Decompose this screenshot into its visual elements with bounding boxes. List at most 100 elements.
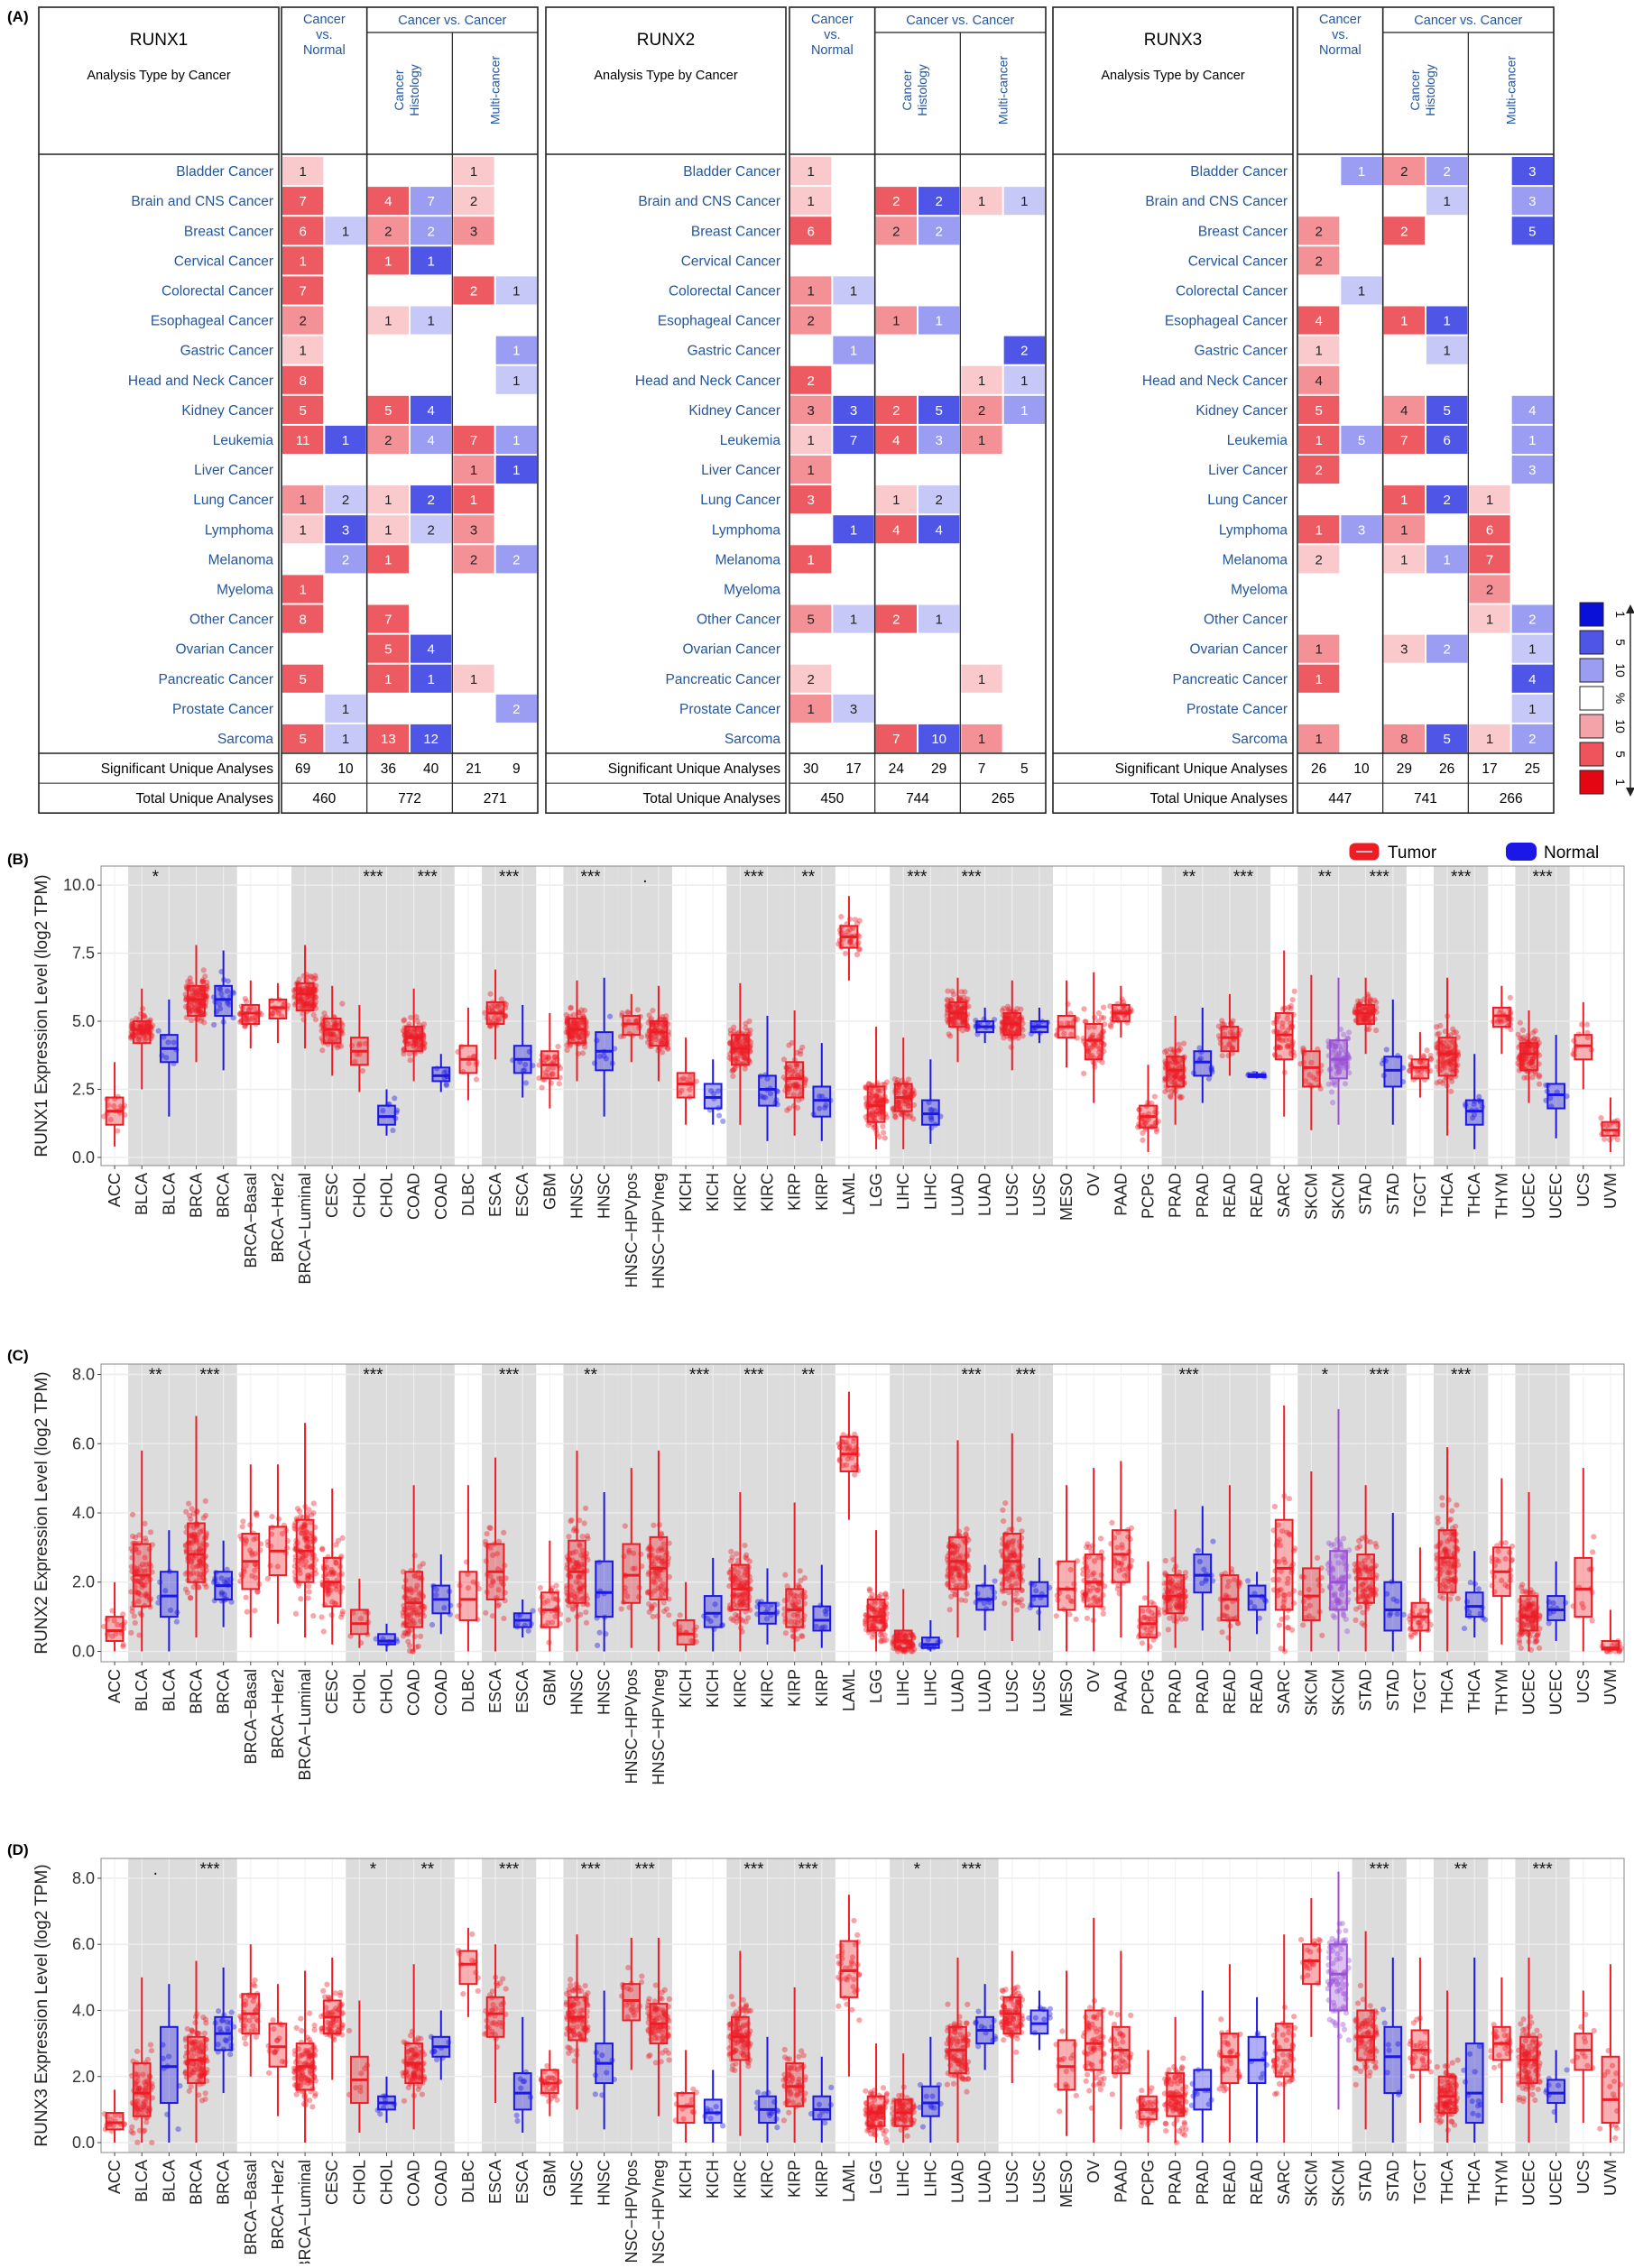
- colorbar-tick: 10: [1613, 663, 1628, 678]
- heat-cell-count: 7: [850, 433, 857, 448]
- x-tick-label: STAD: [1384, 1173, 1402, 1215]
- data-point: [880, 1124, 885, 1129]
- heat-cell-count: 1: [1315, 344, 1322, 359]
- cancer-type-label: Colorectal Cancer: [669, 283, 780, 299]
- x-tick-label: BRCA−Her2: [269, 1669, 287, 1759]
- colorbar-tick: 1: [1613, 611, 1628, 618]
- header-cancer-vs-cancer: Cancer vs. Cancer: [906, 14, 1014, 28]
- cancer-type-label: Lung Cancer: [1207, 493, 1288, 508]
- colorbar-tick: 10: [1613, 719, 1628, 733]
- data-point: [420, 1561, 426, 1566]
- heat-cell-count: 2: [470, 552, 477, 567]
- significance-marker: ***: [499, 868, 520, 887]
- x-tick-label: PCPG: [1140, 1173, 1158, 1219]
- significance-marker: *: [152, 868, 160, 887]
- significant-count: 9: [512, 761, 521, 777]
- data-point: [1537, 1073, 1542, 1078]
- significance-marker: ***: [1233, 868, 1254, 887]
- significance-marker: **: [1318, 868, 1332, 887]
- data-point: [1140, 1138, 1145, 1143]
- data-point: [881, 1129, 886, 1135]
- significant-count: 17: [1482, 761, 1497, 777]
- data-point: [201, 967, 207, 973]
- x-tick-label: COAD: [432, 1669, 450, 1716]
- header-cancer-histology: Histology: [407, 64, 421, 116]
- heat-cell-count: 4: [892, 433, 900, 448]
- data-point: [487, 1526, 493, 1531]
- data-point: [211, 1022, 217, 1028]
- cancer-type-label: Other Cancer: [697, 613, 780, 628]
- significance-marker: ***: [743, 1366, 764, 1385]
- x-tick-label: BRCA: [188, 1669, 206, 1714]
- cancer-type-label: Cervical Cancer: [681, 254, 780, 269]
- box: [595, 1562, 613, 1617]
- heat-cell-count: 1: [299, 344, 306, 359]
- cancer-type-label: Breast Cancer: [1198, 224, 1288, 239]
- heat-cell-count: 3: [1528, 463, 1536, 478]
- data-point: [838, 914, 844, 919]
- data-point: [785, 1583, 790, 1589]
- data-point: [1168, 1093, 1173, 1099]
- significance-marker: ***: [743, 868, 764, 887]
- heat-cell-count: 1: [1020, 373, 1028, 389]
- data-point: [496, 1602, 502, 1608]
- box: [705, 1596, 722, 1627]
- data-point: [661, 1600, 667, 1605]
- data-point: [418, 1634, 423, 1639]
- heat-cell-count: 2: [342, 552, 349, 567]
- x-tick-label: HNSC: [595, 1173, 614, 1219]
- data-point: [309, 1512, 314, 1517]
- heat-cell-count: 3: [1528, 194, 1536, 209]
- x-tick-label: ESCA: [513, 1669, 531, 1713]
- significance-marker: **: [1182, 868, 1195, 887]
- heat-cell-count: 3: [470, 522, 477, 538]
- data-point: [310, 1613, 316, 1618]
- x-tick-label: UCS: [1574, 1173, 1592, 1207]
- colorbar-tick: 1: [1613, 779, 1628, 786]
- gene-title: RUNX2: [637, 31, 695, 50]
- data-point: [1434, 1024, 1439, 1029]
- heat-cell-count: 2: [342, 493, 349, 508]
- data-point: [501, 1530, 506, 1535]
- data-point: [747, 1559, 752, 1564]
- panel-label-b: (B): [7, 851, 29, 868]
- box: [378, 1634, 395, 1645]
- cancer-type-label: Liver Cancer: [194, 463, 273, 478]
- x-tick-label: KICH: [677, 1669, 695, 1708]
- significant-count: 21: [466, 761, 481, 777]
- data-point: [156, 1028, 162, 1034]
- x-tick-label: HNSC: [568, 1669, 586, 1715]
- heat-cell-count: 4: [427, 642, 434, 658]
- heat-cell-count: 1: [470, 164, 477, 180]
- significance-marker: ***: [363, 1366, 383, 1385]
- significant-analyses-label: Significant Unique Analyses: [1115, 761, 1288, 777]
- header-cancer-vs-normal: Normal: [811, 43, 854, 58]
- heat-cell-count: 4: [1315, 314, 1322, 329]
- cancer-type-label: Kidney Cancer: [688, 403, 780, 419]
- data-point: [485, 1531, 490, 1536]
- x-tick-label: BRCA−Luminal: [296, 1173, 314, 1285]
- data-point: [1449, 1079, 1454, 1084]
- data-point: [204, 1584, 209, 1590]
- y-tick-label: 0.0: [72, 1642, 95, 1660]
- heat-cell-count: 2: [470, 283, 477, 299]
- box: [732, 1035, 749, 1065]
- box: [759, 1075, 776, 1105]
- cancer-type-label: Lymphoma: [712, 522, 780, 538]
- total-count: 460: [312, 791, 336, 807]
- significance-shade: [726, 866, 780, 1166]
- data-point: [798, 1578, 803, 1583]
- significant-count: 24: [889, 761, 905, 777]
- x-tick-label: DLBC: [459, 1173, 477, 1216]
- heat-cell-count: 1: [807, 164, 814, 180]
- significant-count: 10: [1353, 761, 1370, 777]
- cancer-type-label: Ovarian Cancer: [682, 642, 780, 658]
- data-point: [743, 1025, 748, 1030]
- cancer-type-label: Colorectal Cancer: [162, 283, 273, 299]
- data-point: [333, 1542, 338, 1547]
- panel-label-a: (A): [7, 8, 29, 25]
- heat-cell-count: 8: [299, 613, 306, 628]
- data-point: [1206, 1076, 1212, 1082]
- data-point: [1286, 1005, 1291, 1010]
- heat-cell-count: 2: [512, 702, 520, 717]
